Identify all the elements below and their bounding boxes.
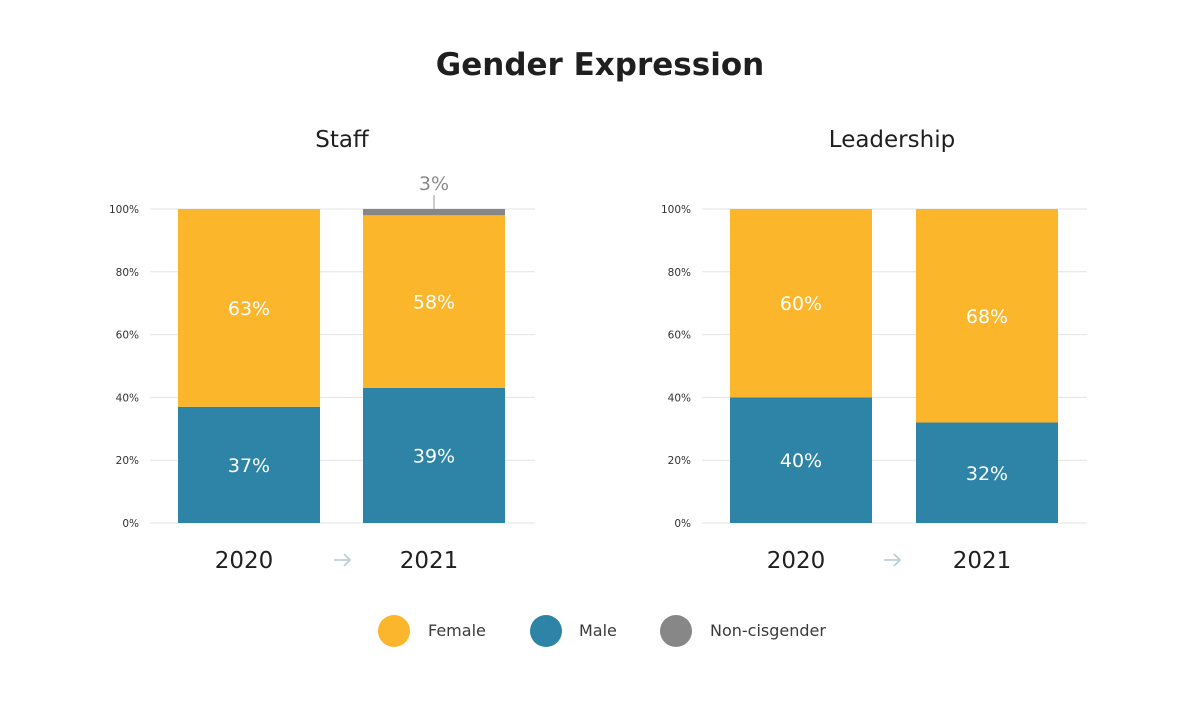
y-tick-label: 100% (661, 204, 691, 216)
y-tick-label: 60% (116, 330, 139, 342)
data-label-female: 60% (780, 293, 822, 315)
y-tick-label: 100% (109, 204, 139, 216)
data-label-female: 58% (413, 292, 455, 314)
y-tick-label: 20% (116, 455, 139, 467)
data-label-non_cisgender: 3% (419, 173, 449, 195)
arrow-right-icon (884, 553, 902, 567)
arrow-right-icon (334, 553, 352, 567)
bar-segment-female-2020 (178, 209, 320, 407)
legend: Female Male Non-cisgender (378, 615, 826, 647)
legend-swatch (530, 615, 562, 647)
legend-label: Female (428, 621, 486, 640)
x-category-label: 2021 (953, 548, 1012, 574)
bar-segment-female-2021 (363, 215, 505, 388)
chart-title: Gender Expression (436, 47, 764, 83)
y-tick-label: 20% (668, 455, 691, 467)
bar-segment-female-2020 (730, 209, 872, 398)
y-tick-label: 40% (668, 392, 691, 404)
chart-panels: Staff 0% 20% 40% 60% 80% 100% 37% 63% 2020 39% 58% 3… (109, 127, 1087, 574)
panel-title: Leadership (829, 127, 955, 153)
y-tick-label: 0% (674, 518, 691, 530)
data-label-female: 68% (966, 306, 1008, 328)
legend-item-female: Female (378, 615, 486, 647)
y-tick-label: 40% (116, 392, 139, 404)
data-label-male: 32% (966, 463, 1008, 485)
data-label-male: 40% (780, 450, 822, 472)
legend-label: Male (579, 621, 617, 640)
panel-staff: Staff 0% 20% 40% 60% 80% 100% 37% 63% 2020 39% 58% 3… (109, 127, 535, 574)
bar-segment-male-2020 (730, 397, 872, 523)
bar-segment-male-2021 (363, 387, 505, 523)
panel-title: Staff (315, 127, 370, 153)
legend-swatch (660, 615, 692, 647)
data-label-female: 63% (228, 298, 270, 320)
x-category-label: 2021 (400, 548, 459, 574)
panel-leadership: Leadership 0% 20% 40% 60% 80% 100% 40% 60% 2020 32… (661, 127, 1087, 574)
data-label-male: 39% (413, 445, 455, 467)
x-category-label: 2020 (215, 548, 274, 574)
y-tick-label: 80% (668, 267, 691, 279)
bar-segment-male-2021 (916, 422, 1058, 523)
y-tick-label: 60% (668, 330, 691, 342)
legend-swatch (378, 615, 410, 647)
legend-label: Non-cisgender (710, 621, 826, 640)
legend-item-non_cisgender: Non-cisgender (660, 615, 826, 647)
data-label-male: 37% (228, 455, 270, 477)
legend-item-male: Male (530, 615, 617, 647)
y-tick-label: 0% (122, 518, 139, 530)
bar-segment-female-2021 (916, 209, 1058, 423)
bar-segment-non_cisgender-2021 (363, 209, 505, 216)
bar-segment-male-2020 (178, 406, 320, 523)
y-tick-label: 80% (116, 267, 139, 279)
x-category-label: 2020 (767, 548, 826, 574)
